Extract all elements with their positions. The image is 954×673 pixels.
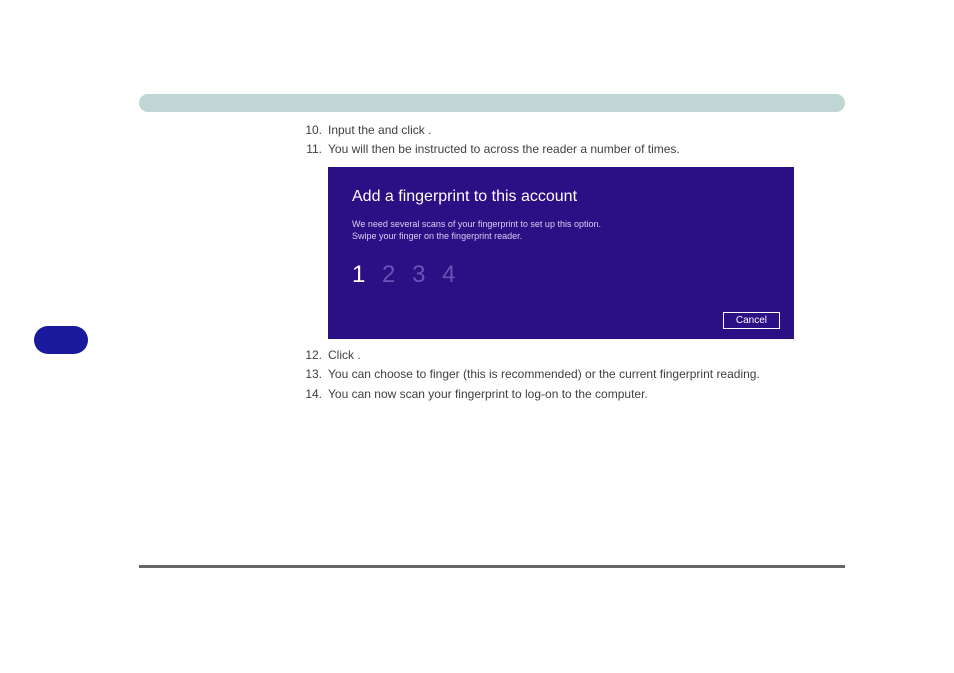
counter-3: 3 — [412, 261, 425, 288]
text-fragment: . — [428, 123, 431, 137]
text-fragment: and click — [378, 123, 428, 137]
side-pill — [34, 326, 88, 354]
page: 10. Input the and click . 11. You will t… — [0, 0, 954, 673]
text-fragment: Click — [328, 348, 357, 362]
text-fragment: You can choose to — [328, 367, 430, 381]
counter-4: 4 — [442, 261, 455, 288]
step-text: Input the and click . — [328, 123, 431, 137]
fingerprint-dialog: Add a fingerprint to this account We nee… — [328, 167, 794, 339]
step-number: 11. — [300, 141, 322, 158]
dialog-container: Add a fingerprint to this account We nee… — [304, 167, 844, 339]
step-text: You will then be instructed to across th… — [328, 142, 680, 156]
step-number: 13. — [300, 366, 322, 383]
counter-1: 1 — [352, 261, 365, 288]
text-fragment: finger (this is recommended) or — [430, 367, 599, 381]
step-text: You can choose to finger (this is recomm… — [328, 367, 760, 381]
text-fragment: . — [357, 348, 360, 362]
scan-counter: 1 2 3 4 — [352, 258, 465, 293]
step-number: 12. — [300, 347, 322, 364]
header-bar — [139, 94, 845, 112]
footer-rule — [139, 565, 845, 568]
steps-list: 10. Input the and click . 11. You will t… — [304, 122, 844, 403]
step-10: 10. Input the and click . — [304, 122, 844, 139]
dialog-body: We need several scans of your fingerprin… — [352, 218, 770, 242]
step-12: 12. Click . — [304, 347, 844, 364]
step-13: 13. You can choose to finger (this is re… — [304, 366, 844, 383]
step-text: Click . — [328, 348, 361, 362]
step-14: 14. You can now scan your fingerprint to… — [304, 386, 844, 403]
dialog-line-1: We need several scans of your fingerprin… — [352, 218, 770, 230]
text-fragment: across the reader a number of times. — [484, 142, 680, 156]
dialog-line-2: Swipe your finger on the fingerprint rea… — [352, 230, 770, 242]
content-area: 10. Input the and click . 11. You will t… — [304, 122, 844, 405]
step-number: 14. — [300, 386, 322, 403]
text-fragment: the current fingerprint reading. — [599, 367, 760, 381]
text-fragment: You will then be instructed to — [328, 142, 484, 156]
step-text: You can now scan your fingerprint to log… — [328, 387, 648, 401]
counter-2: 2 — [382, 261, 395, 288]
step-11: 11. You will then be instructed to acros… — [304, 141, 844, 158]
dialog-title: Add a fingerprint to this account — [352, 185, 770, 208]
step-number: 10. — [300, 122, 322, 139]
cancel-button[interactable]: Cancel — [723, 312, 780, 329]
text-fragment: Input the — [328, 123, 378, 137]
